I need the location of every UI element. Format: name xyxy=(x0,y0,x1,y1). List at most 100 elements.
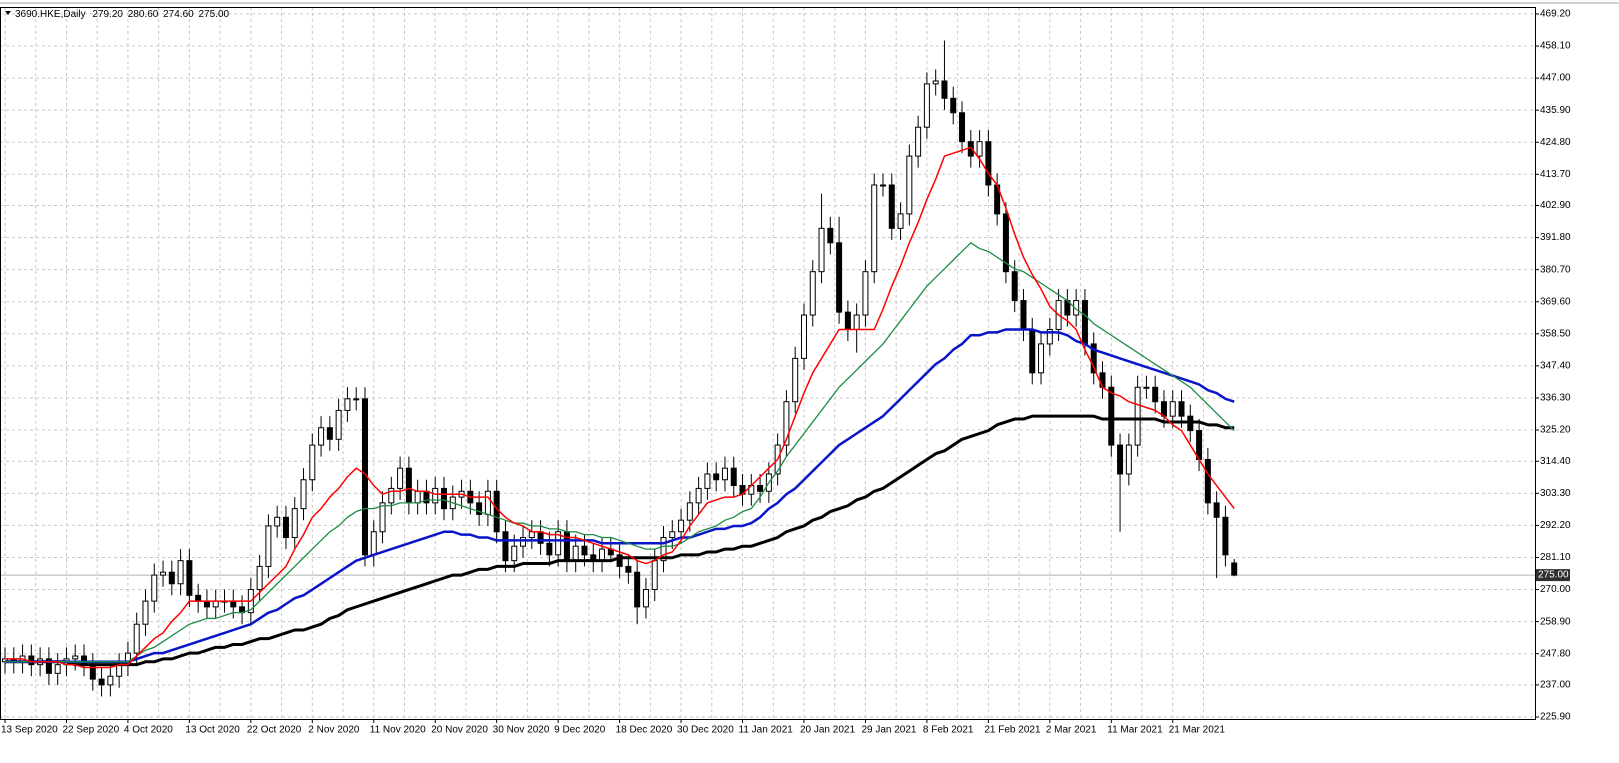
y-tick-label: 258.90 xyxy=(1540,616,1571,627)
candle-body xyxy=(151,574,158,602)
y-tick-label: 458.10 xyxy=(1540,41,1571,52)
candle-body xyxy=(678,519,685,533)
x-tick-label: 30 Dec 2020 xyxy=(677,725,734,736)
x-tick-label: 20 Jan 2021 xyxy=(800,725,855,736)
y-tick-label: 369.60 xyxy=(1540,296,1571,307)
candle-body xyxy=(1204,459,1211,504)
candle-body xyxy=(1108,386,1115,446)
candle-body xyxy=(511,545,518,562)
candle-body xyxy=(642,589,649,608)
candle-body xyxy=(783,401,790,446)
candle-body xyxy=(660,537,667,562)
y-tick-label: 413.70 xyxy=(1540,169,1571,180)
candle-body xyxy=(581,545,588,556)
y-tick-label: 225.90 xyxy=(1540,712,1571,723)
candle-body xyxy=(906,155,913,215)
candle-body xyxy=(291,508,298,539)
x-tick-label: 13 Sep 2020 xyxy=(1,725,58,736)
y-tick-label: 402.90 xyxy=(1540,200,1571,211)
candle-body xyxy=(1046,328,1053,345)
candle-body xyxy=(897,213,904,229)
y-tick-label: 303.30 xyxy=(1540,488,1571,499)
candle-body xyxy=(45,658,52,674)
chart-header: 3690.HKE,Daily 279.20 280.60 274.60 275.… xyxy=(15,9,230,20)
candle-body xyxy=(335,409,342,440)
candle-body xyxy=(493,490,500,533)
last-price-box xyxy=(1536,569,1570,582)
candle-body xyxy=(195,594,202,602)
candle-body xyxy=(563,531,570,562)
candle-body xyxy=(932,80,939,85)
candle-body xyxy=(1038,343,1045,374)
candle-body xyxy=(704,473,711,489)
x-tick-label: 22 Oct 2020 xyxy=(247,725,302,736)
y-tick-label: 336.30 xyxy=(1540,393,1571,404)
candle-body xyxy=(634,571,641,608)
candle-body xyxy=(72,655,79,660)
candle-body xyxy=(379,502,386,533)
candle-body xyxy=(441,487,447,510)
candle-body xyxy=(1169,401,1176,417)
candle-body xyxy=(520,537,527,547)
candle-body xyxy=(1125,444,1132,475)
candle-body xyxy=(985,141,992,186)
candle-body xyxy=(730,467,737,487)
candle-body xyxy=(353,398,360,401)
candle-body xyxy=(476,502,483,515)
y-tick-label: 325.20 xyxy=(1540,425,1571,436)
candle-body xyxy=(300,479,307,510)
candle-body xyxy=(502,531,509,562)
candle-body xyxy=(1029,328,1036,374)
candle-body xyxy=(1011,271,1018,302)
y-tick-label: 292.20 xyxy=(1540,520,1571,531)
candle-body xyxy=(669,531,676,539)
candle-body xyxy=(915,126,922,157)
y-tick-label: 281.10 xyxy=(1540,552,1571,563)
candle-body xyxy=(1178,401,1185,417)
candle-body xyxy=(405,467,412,504)
candle-body xyxy=(397,467,404,489)
y-tick-label: 469.20 xyxy=(1540,9,1571,20)
candle-body xyxy=(133,623,140,654)
candle-body xyxy=(212,600,219,608)
candle-body xyxy=(792,357,799,403)
candle-body xyxy=(1134,386,1141,446)
y-tick-label: 314.40 xyxy=(1540,456,1571,467)
collapse-icon[interactable] xyxy=(5,11,11,15)
candle-body xyxy=(836,242,843,313)
candle-body xyxy=(686,502,693,521)
candle-body xyxy=(827,227,834,244)
candle-body xyxy=(625,565,632,573)
candle-body xyxy=(1143,386,1150,389)
candle-body xyxy=(959,112,966,143)
moving-average xyxy=(5,146,1235,669)
candle-body xyxy=(142,600,149,625)
x-tick-label: 8 Feb 2021 xyxy=(923,725,974,736)
candle-body xyxy=(888,184,895,229)
candle-body xyxy=(230,600,237,608)
candle-body xyxy=(326,427,333,440)
candle-body xyxy=(160,571,167,576)
candle-body xyxy=(265,525,272,567)
x-tick-label: 22 Sep 2020 xyxy=(62,725,119,736)
candle-body xyxy=(414,490,421,504)
candle-body xyxy=(546,542,553,556)
candle-body xyxy=(107,675,114,686)
candle-body xyxy=(1213,502,1220,518)
candle-body xyxy=(528,531,535,539)
candle-body xyxy=(695,487,702,504)
candle-body xyxy=(432,487,439,504)
x-tick-label: 20 Nov 2020 xyxy=(431,725,488,736)
x-tick-label: 9 Dec 2020 xyxy=(554,725,606,736)
candle-body xyxy=(98,678,105,686)
y-tick-label: 270.00 xyxy=(1540,584,1571,595)
x-tick-label: 13 Oct 2020 xyxy=(185,725,240,736)
y-tick-label: 347.40 xyxy=(1540,361,1571,372)
candle-body xyxy=(388,487,395,504)
candle-body xyxy=(54,664,61,674)
candle-body xyxy=(1081,300,1088,345)
x-tick-label: 11 Mar 2021 xyxy=(1107,725,1163,736)
candle-body xyxy=(177,560,184,585)
